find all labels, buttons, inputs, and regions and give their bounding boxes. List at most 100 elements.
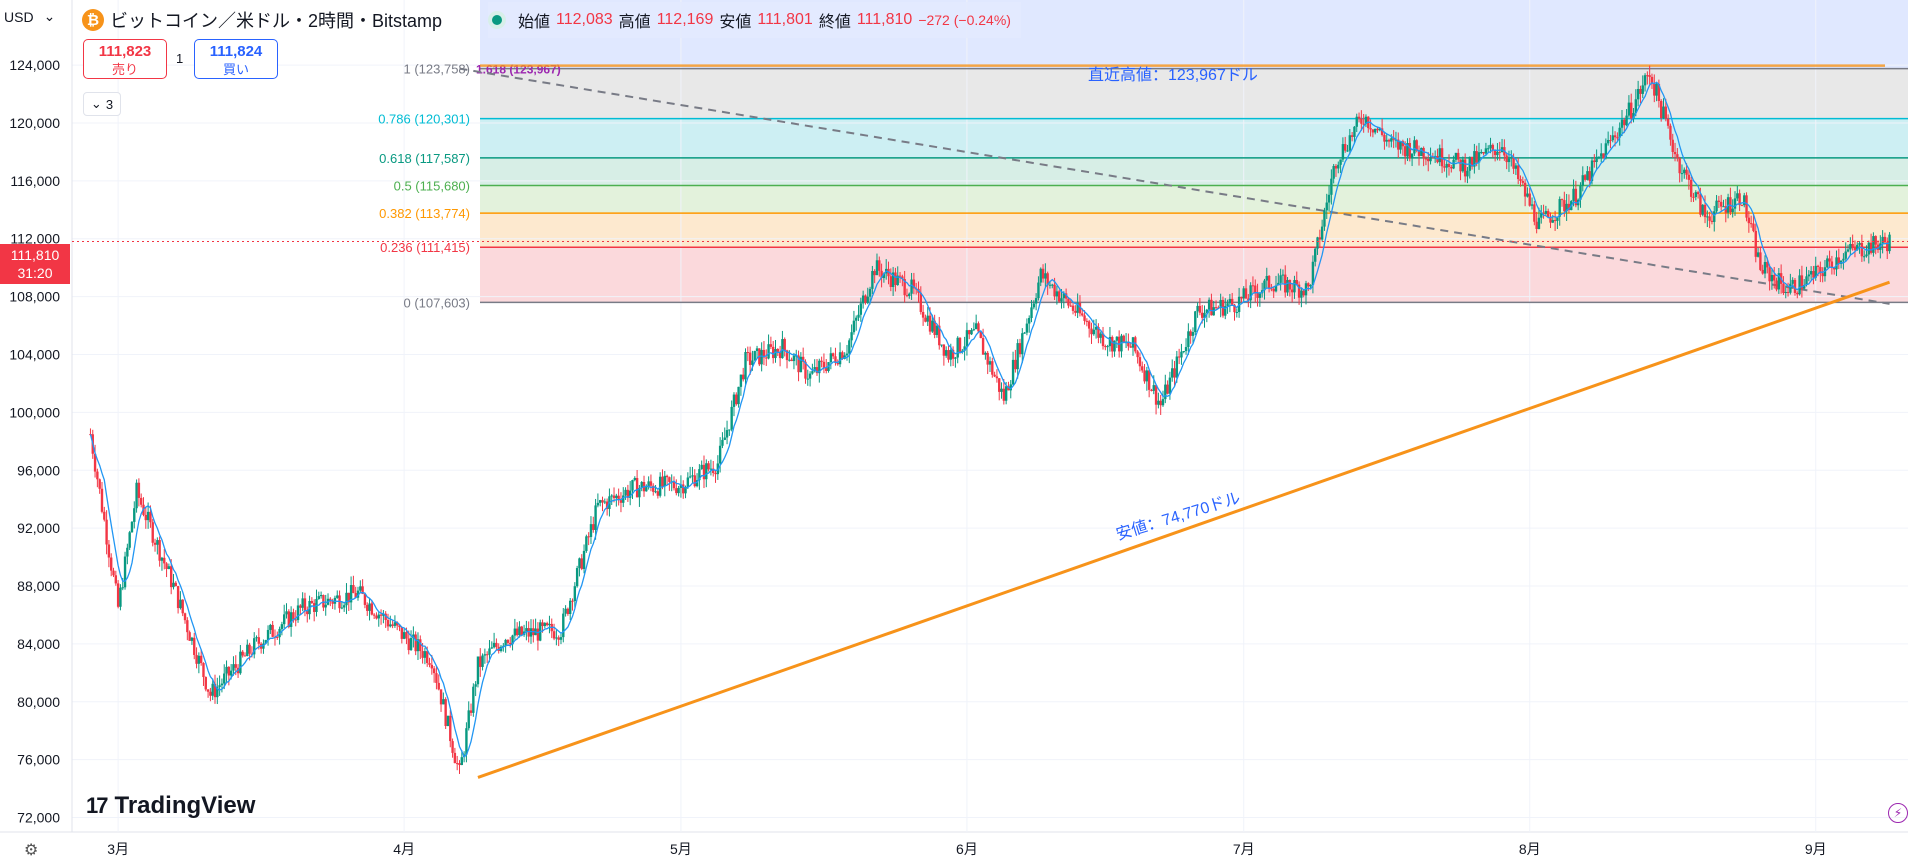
moving-average-line (89, 81, 1890, 758)
candle-body (1387, 139, 1391, 142)
candle-body (988, 361, 992, 365)
candle-body (1602, 153, 1605, 159)
y-tick-label: 80,000 (17, 694, 60, 710)
candle-body (730, 406, 733, 430)
candle-body (1447, 163, 1451, 167)
symbol-title-text: ビットコイン／米ドル・2時間・Bitstamp (110, 11, 443, 31)
candle-body (672, 481, 676, 489)
candle-body (225, 666, 228, 674)
y-tick-label: 84,000 (17, 636, 60, 652)
candle-body (1613, 135, 1617, 138)
y-tick-label: 124,000 (9, 57, 60, 73)
candle-body (1743, 195, 1746, 206)
candle-body (232, 664, 235, 671)
x-tick-label: 5月 (670, 841, 692, 857)
candle-body (1491, 144, 1495, 150)
candle-body (1482, 151, 1485, 154)
candle-body (1623, 119, 1626, 126)
tradingview-logo[interactable]: 17 TradingView (86, 792, 255, 820)
fib-band (480, 118, 1908, 158)
candle-body (995, 376, 999, 379)
candle-body (1413, 140, 1416, 154)
y-tick-label: 96,000 (17, 462, 60, 478)
candle-body (1812, 271, 1815, 278)
indicators-toggle-button[interactable]: ⌄ 3 (83, 92, 121, 116)
candle-body (1360, 118, 1363, 124)
candle-body (1265, 275, 1268, 281)
candle-body (174, 582, 177, 587)
buy-price: 111,824 (209, 43, 263, 60)
candle-body (1007, 386, 1010, 391)
candle-body (638, 487, 641, 498)
candle-body (610, 495, 613, 497)
candle-body (1120, 335, 1123, 352)
candle-body (1039, 268, 1042, 283)
candle-body (718, 445, 722, 464)
quantity-value[interactable]: 1 (176, 51, 184, 66)
candle-body (1067, 298, 1070, 306)
candle-body (1793, 279, 1797, 293)
y-tick-label: 72,000 (17, 810, 60, 826)
candle-body (569, 600, 572, 614)
candle-body (748, 352, 752, 365)
candle-body (229, 670, 233, 676)
candle-body (882, 273, 886, 279)
candle-body (206, 689, 210, 692)
candle-body (1053, 284, 1056, 297)
candle-body (901, 276, 904, 280)
symbol-title[interactable]: ₿ ビットコイン／米ドル・2時間・Bitstamp (82, 2, 442, 38)
candle-body (1832, 267, 1836, 270)
buy-button[interactable]: 111,824 買い (194, 39, 278, 79)
candle-body (1364, 116, 1368, 124)
candle-body (548, 623, 551, 626)
ohlc-change: −272 (−0.24%) (918, 12, 1011, 28)
candle-body (1353, 126, 1356, 137)
candle-body (1378, 128, 1382, 131)
candle-body (585, 536, 588, 551)
currency-selector[interactable]: USD ⌄ (4, 8, 55, 25)
candle-body (912, 279, 916, 289)
candle-body (928, 315, 932, 332)
candle-body (481, 655, 484, 667)
candle-body (1341, 144, 1345, 160)
y-tick-label: 104,000 (9, 347, 60, 363)
candle-body (135, 482, 138, 509)
candle-body (1087, 321, 1091, 329)
candle-body (619, 500, 623, 503)
candle-body (822, 361, 826, 369)
candle-body (1138, 357, 1142, 367)
candle-body (1549, 216, 1552, 223)
candle-body (592, 524, 595, 530)
candle-body (1544, 211, 1548, 214)
candle-body (769, 344, 773, 347)
candle-body (668, 477, 671, 482)
candle-body (1867, 242, 1870, 255)
candle-body (204, 677, 207, 690)
candle-body (271, 624, 274, 637)
candle-body (702, 464, 706, 480)
candle-body (1754, 230, 1757, 257)
candle-body (1452, 159, 1455, 169)
candle-body (1187, 331, 1190, 348)
candle-body (896, 275, 899, 286)
fib-level-label: 0.5 (115,680) (394, 178, 470, 193)
candle-body (1680, 173, 1684, 175)
candle-body (375, 615, 378, 619)
settings-icon[interactable]: ⚙ (24, 842, 39, 859)
candle-body (942, 344, 946, 356)
candle-body (153, 542, 157, 545)
candle-body (1696, 192, 1700, 195)
candle-body (1201, 312, 1204, 318)
candle-body (1438, 148, 1441, 163)
candle-body (944, 350, 948, 356)
candle-body (283, 614, 286, 625)
candle-body (253, 638, 256, 655)
candle-body (119, 587, 122, 607)
lightning-icon[interactable]: ⚡ (1888, 803, 1908, 823)
candle-body (1293, 280, 1296, 293)
candle-body (1249, 285, 1252, 301)
sell-button[interactable]: 111,823 売り (83, 39, 167, 79)
candle-body (1683, 169, 1686, 174)
candle-body (622, 495, 625, 503)
